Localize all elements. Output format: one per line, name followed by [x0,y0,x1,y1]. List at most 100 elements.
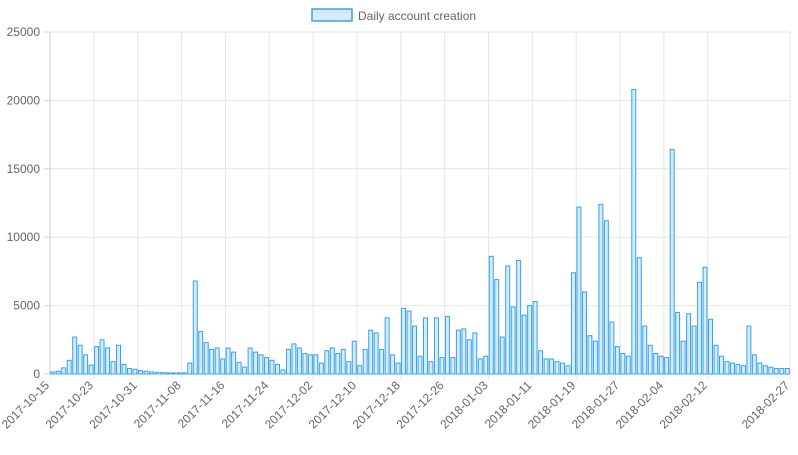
bar[interactable] [99,339,105,375]
bar[interactable] [340,348,346,375]
bar[interactable] [148,371,154,375]
bar[interactable] [455,329,461,375]
bar[interactable] [603,220,609,375]
bar[interactable] [499,336,505,375]
bar[interactable] [428,361,434,375]
bar[interactable] [779,368,785,375]
bar[interactable] [581,291,587,375]
bar[interactable] [72,336,78,375]
bar[interactable] [483,355,489,375]
bar[interactable] [521,314,527,375]
bar[interactable] [324,350,330,375]
bar[interactable] [247,347,253,375]
bar[interactable] [713,344,719,375]
legend-swatch[interactable] [311,8,353,22]
bar[interactable] [335,352,341,375]
bar[interactable] [231,351,237,375]
bar[interactable] [351,340,357,375]
bar[interactable] [116,344,122,375]
bar[interactable] [494,279,500,375]
bar[interactable] [686,313,692,375]
bar[interactable] [110,361,116,375]
bar[interactable] [61,367,67,375]
bar[interactable] [307,354,313,375]
bar[interactable] [729,362,735,375]
bar[interactable] [362,348,368,375]
bar[interactable] [214,347,220,375]
bar[interactable] [187,362,193,375]
bar[interactable] [735,363,741,375]
bar[interactable] [625,355,631,375]
bar[interactable] [439,357,445,375]
bar[interactable] [192,280,198,375]
bar[interactable] [275,363,280,375]
bar[interactable] [592,340,598,375]
bar[interactable] [368,329,374,375]
bar[interactable] [587,335,593,375]
bar[interactable] [176,372,182,375]
bar[interactable] [702,266,708,375]
bar[interactable] [77,344,83,375]
bar[interactable] [773,368,779,375]
bar[interactable] [762,365,768,375]
bar[interactable] [395,362,401,375]
bar[interactable] [658,355,664,375]
bar[interactable] [269,359,275,375]
bar[interactable] [253,351,259,375]
bar[interactable] [55,370,61,375]
bar[interactable] [642,325,648,375]
bar[interactable] [549,358,555,375]
bar[interactable] [719,355,724,375]
bar[interactable] [538,350,544,375]
bar[interactable] [472,332,478,375]
bar[interactable] [614,346,620,375]
bar[interactable] [631,88,637,375]
bar[interactable] [466,339,472,375]
bar[interactable] [757,362,763,375]
bar[interactable] [379,348,385,375]
bar[interactable] [242,366,248,375]
legend[interactable]: Daily account creation [311,8,476,23]
bar[interactable] [357,365,363,375]
bar[interactable] [510,306,516,375]
bar[interactable] [768,366,774,375]
bar[interactable] [66,359,72,375]
bar[interactable] [225,347,231,375]
bar[interactable] [384,317,390,375]
bar[interactable] [784,368,790,375]
bar[interactable] [154,371,160,375]
bar[interactable] [170,372,176,375]
bar[interactable] [132,368,138,375]
bar[interactable] [680,340,686,375]
bar[interactable] [203,342,209,375]
bar[interactable] [165,372,171,375]
bar[interactable] [527,305,533,375]
bar[interactable] [461,328,467,375]
bar[interactable] [565,365,571,375]
bar[interactable] [236,361,242,375]
bar[interactable] [505,265,511,375]
bar[interactable] [94,346,100,375]
bar[interactable] [697,281,703,375]
bar[interactable] [669,149,675,375]
bar[interactable] [647,344,653,375]
bar[interactable] [450,357,456,375]
bar[interactable] [423,317,428,375]
bar[interactable] [516,259,522,375]
bar[interactable] [554,361,560,375]
bar[interactable] [291,343,297,375]
bar[interactable] [258,354,264,375]
bar[interactable] [746,325,752,375]
bar[interactable] [198,331,204,375]
bar[interactable] [220,358,226,375]
bar[interactable] [724,361,730,375]
bar[interactable] [571,272,576,375]
bar[interactable] [560,362,565,375]
bar[interactable] [477,358,483,375]
bar[interactable] [488,255,494,375]
bar[interactable] [159,372,165,375]
bar[interactable] [105,347,111,375]
bar[interactable] [675,311,681,375]
bar[interactable] [121,363,127,375]
bar[interactable] [137,370,143,375]
